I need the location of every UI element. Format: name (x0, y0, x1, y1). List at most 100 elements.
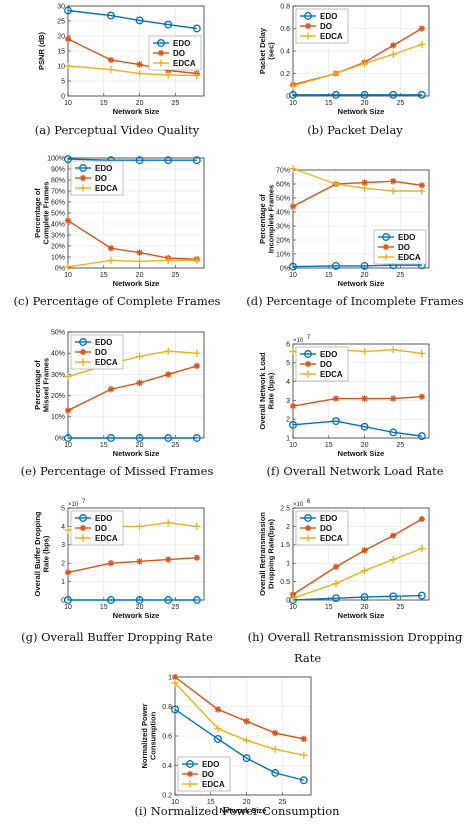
data-point-do (332, 395, 340, 402)
legend-marker-edca (186, 780, 194, 788)
y-tick-label: 50% (276, 195, 290, 202)
chart-caption: (i) Normalized Power Consumption (134, 804, 340, 818)
legend-entry-edo: EDO (95, 514, 112, 523)
chart-panel-h: 0 0.5 1 1.5 2 2.5 10 15 20 25 ×10 6 Network Size Over… (248, 499, 463, 665)
x-tick-label: 20 (361, 604, 369, 611)
x-tick-label: 10 (289, 604, 297, 611)
x-tick-label: 15 (100, 100, 108, 107)
data-point-edo (389, 592, 398, 601)
data-point-do (289, 402, 297, 410)
data-point-edca (164, 256, 172, 264)
x-tick-label: 15 (325, 272, 333, 279)
y-tick-label: 0 (61, 597, 65, 604)
data-point-edo (106, 434, 115, 442)
series-edca (289, 544, 426, 602)
data-point-edca (418, 349, 426, 357)
data-point-edo (64, 6, 72, 15)
data-point-do (136, 61, 143, 68)
data-point-do (64, 407, 72, 414)
y-tick-label: 0% (280, 265, 290, 272)
y-tick-label: 5 (61, 78, 65, 85)
y-axis-label: Overall RetransmissionDropping Rate(bps) (258, 512, 276, 596)
series-line-do (67, 556, 197, 574)
chart-caption: (c) Percentage of Complete Frames (14, 294, 221, 308)
legend-marker-edo (186, 760, 194, 768)
data-point-edca (289, 594, 297, 602)
legend-marker-edca (79, 534, 87, 542)
data-point-do (390, 42, 397, 49)
series-edo (64, 434, 201, 442)
y-tick-label: 5 (61, 505, 65, 512)
x-tick-label: 20 (136, 442, 144, 449)
data-point-edca (418, 40, 426, 48)
data-point-edca (389, 187, 397, 195)
data-point-do (107, 386, 115, 393)
data-point-edca (164, 519, 172, 527)
y-tick-label: 0.6 (280, 26, 290, 33)
data-point-edo (331, 417, 340, 426)
x-tick-label: 20 (136, 100, 144, 107)
series-do (289, 178, 426, 210)
legend-marker-edca (304, 370, 312, 378)
series-line-do (67, 220, 197, 260)
series-line-do (67, 365, 198, 412)
data-point-edo (331, 594, 340, 603)
legend-marker-edo (304, 350, 312, 358)
data-point-edca (135, 352, 144, 360)
y-tick-label: 30% (276, 223, 290, 230)
x-tick-label: 25 (396, 442, 404, 449)
data-point-do (418, 515, 426, 523)
axis-exponent: 7 (82, 499, 86, 505)
legend-entry-edca: EDCA (95, 358, 118, 367)
legend-marker-edo (79, 338, 87, 346)
data-point-do (193, 362, 201, 370)
data-point-edca (107, 256, 115, 264)
chart-panel-b: 0 0.2 0.4 0.6 0.8 10 15 20 25 Network Size Packet … (258, 3, 430, 137)
legend-marker-edca (382, 253, 390, 261)
legend-marker-do (157, 49, 165, 57)
x-tick-label: 10 (64, 442, 72, 449)
chart-caption: (e) Percentage of Missed Frames (21, 464, 214, 478)
y-tick-label: 6 (286, 341, 290, 348)
data-point-edca (418, 544, 426, 553)
data-point-edo (242, 754, 251, 763)
legend-entry-edo: EDO (173, 39, 190, 48)
data-point-do (171, 673, 179, 681)
legend-marker-edo (304, 514, 312, 522)
y-tick-label: 1 (286, 561, 290, 568)
data-point-do (243, 718, 250, 725)
axis-exponent: 7 (307, 335, 311, 341)
y-tick-label: 90% (51, 166, 65, 173)
series-edca (289, 165, 426, 195)
y-tick-label: 2.5 (280, 505, 290, 512)
data-point-edo (289, 90, 297, 99)
y-tick-label: 1 (286, 435, 290, 442)
x-tick-label: 20 (361, 272, 369, 279)
data-point-edo (360, 422, 369, 431)
x-axis-label: Network Size (338, 449, 385, 458)
legend-entry-edca: EDCA (95, 184, 118, 193)
chart-caption: (d) Percentage of Incomplete Frames (246, 294, 463, 308)
y-tick-label: 30% (51, 372, 65, 379)
x-tick-label: 25 (278, 799, 286, 806)
series-edo (289, 90, 426, 99)
legend-entry-edo: EDO (95, 164, 112, 173)
data-point-do (289, 203, 297, 210)
data-point-edo (331, 90, 340, 99)
data-point-do (390, 395, 397, 402)
data-point-do (136, 249, 143, 256)
axis-exponent-base: ×10 (293, 338, 304, 344)
series-line-do (174, 676, 304, 740)
y-tick-label: 0 (286, 597, 290, 604)
legend-marker-edo (79, 514, 87, 522)
data-point-do (165, 371, 172, 378)
y-tick-label: 25 (57, 18, 65, 25)
y-tick-label: 4 (286, 379, 290, 386)
x-tick-label: 20 (136, 604, 144, 611)
legend-marker-edca (79, 184, 87, 192)
y-axis-label: Overall Buffer DroppingRate (bps) (33, 511, 51, 596)
series-line-edo (174, 708, 305, 781)
x-tick-label: 25 (171, 604, 179, 611)
